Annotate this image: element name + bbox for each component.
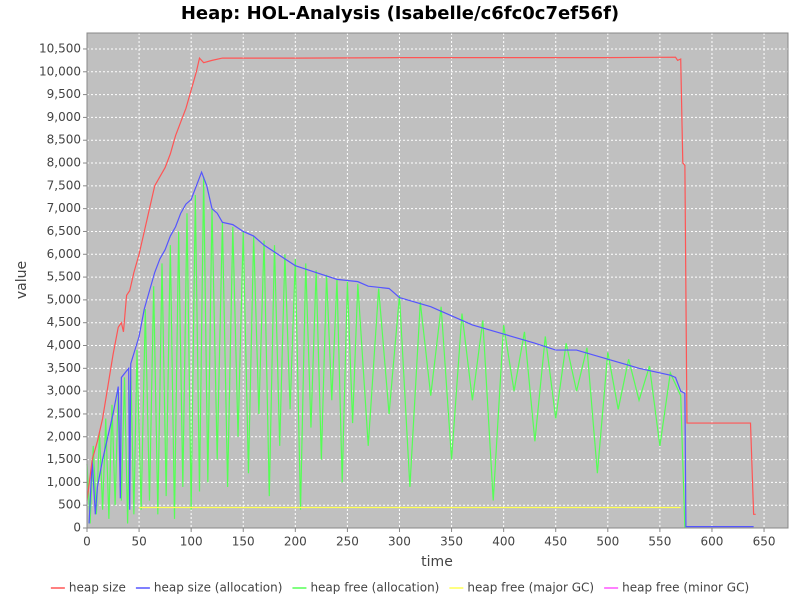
y-tick-label: 5,000 bbox=[47, 292, 81, 306]
series-line bbox=[86, 56, 756, 515]
y-tick-label: 6,000 bbox=[47, 247, 81, 261]
y-tick-label: 2,000 bbox=[47, 429, 81, 443]
x-tick-label: 400 bbox=[492, 535, 515, 549]
plot-area bbox=[87, 33, 788, 528]
x-tick-label: 100 bbox=[180, 535, 203, 549]
x-axis-label: time bbox=[421, 554, 453, 570]
y-tick-label: 8,000 bbox=[47, 156, 81, 170]
y-axis-label: value bbox=[14, 261, 30, 299]
x-tick-label: 600 bbox=[701, 535, 724, 549]
legend-label: heap free (minor GC) bbox=[622, 581, 749, 595]
y-tick-label: 1,500 bbox=[47, 452, 81, 466]
legend-label: heap size bbox=[69, 581, 126, 595]
y-tick-label: 7,000 bbox=[47, 201, 81, 215]
legend: heap size heap size (allocation) heap free… bbox=[50, 581, 749, 595]
y-tick-label: 8,500 bbox=[47, 133, 81, 147]
y-tick-label: 0 bbox=[73, 521, 81, 535]
x-tick-label: 0 bbox=[83, 535, 91, 549]
chart-title: Heap: HOL-Analysis (Isabelle/c6fc0c7ef56… bbox=[181, 3, 619, 24]
x-tick-label: 550 bbox=[648, 535, 671, 549]
y-tick-label: 10,500 bbox=[39, 41, 81, 55]
x-tick-label: 300 bbox=[388, 535, 411, 549]
x-tick-label: 200 bbox=[284, 535, 307, 549]
y-tick-label: 1,000 bbox=[47, 475, 81, 489]
x-tick-label: 250 bbox=[336, 535, 359, 549]
legend-label: heap size (allocation) bbox=[154, 581, 283, 595]
y-tick-label: 3,500 bbox=[47, 361, 81, 375]
y-tick-label: 9,000 bbox=[47, 110, 81, 124]
plot-border bbox=[86, 32, 789, 529]
y-tick-label: 3,000 bbox=[47, 384, 81, 398]
y-tick-label: 500 bbox=[58, 498, 81, 512]
y-tick-label: 9,500 bbox=[47, 87, 81, 101]
y-tick-label: 4,500 bbox=[47, 315, 81, 329]
x-tick-label: 150 bbox=[232, 535, 255, 549]
series-line bbox=[86, 176, 686, 529]
y-tick-label: 10,000 bbox=[39, 64, 81, 78]
legend-label: heap free (major GC) bbox=[467, 581, 594, 595]
x-tick-label: 450 bbox=[544, 535, 567, 549]
y-tick-label: 7,500 bbox=[47, 178, 81, 192]
x-tick-label: 350 bbox=[440, 535, 463, 549]
x-tick-label: 50 bbox=[131, 535, 146, 549]
y-tick-label: 4,000 bbox=[47, 338, 81, 352]
y-tick-label: 2,500 bbox=[47, 406, 81, 420]
y-tick-label: 5,500 bbox=[47, 270, 81, 284]
x-tick-label: 500 bbox=[596, 535, 619, 549]
y-tick-label: 6,500 bbox=[47, 224, 81, 238]
x-tick-label: 650 bbox=[753, 535, 776, 549]
legend-label: heap free (allocation) bbox=[310, 581, 439, 595]
series-line bbox=[88, 170, 754, 528]
